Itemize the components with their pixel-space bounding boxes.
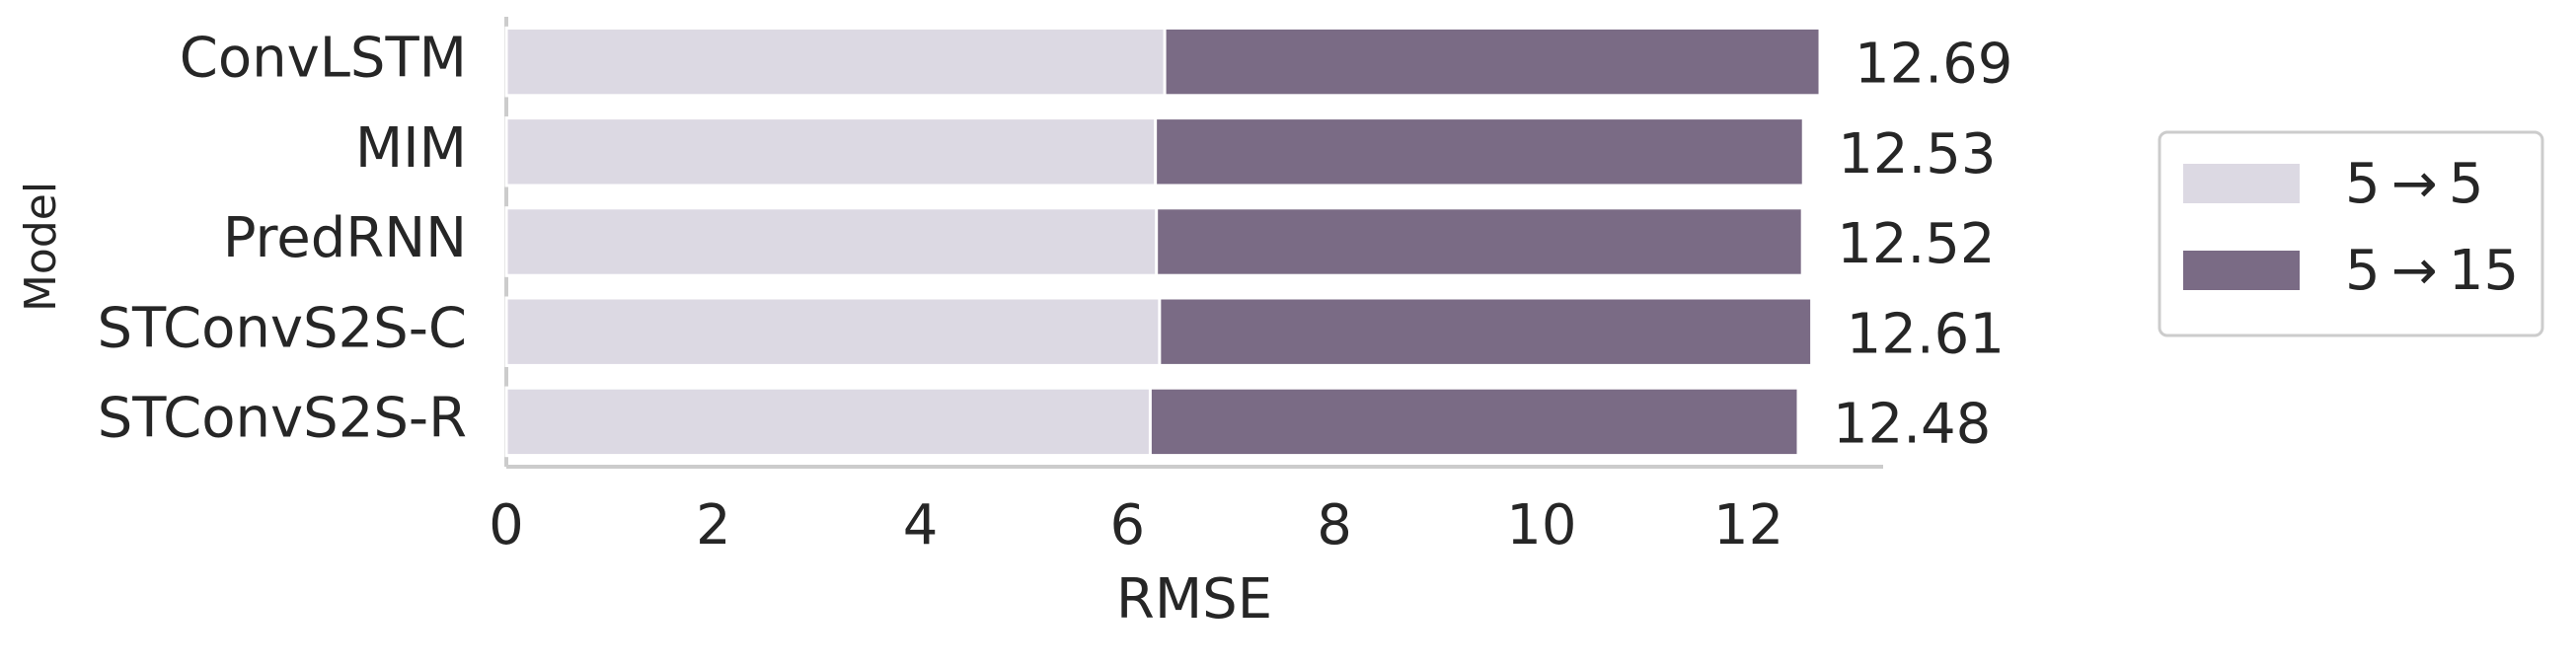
- bar: [504, 386, 1152, 458]
- value-label: 12.48: [1833, 393, 1991, 457]
- x-tick-label: 0: [489, 493, 524, 557]
- value-label: 12.69: [1855, 33, 2012, 97]
- legend-swatch: [2183, 164, 2300, 203]
- legend-label: 5 → 15: [2345, 239, 2519, 303]
- x-tick-label: 6: [1110, 493, 1146, 557]
- bar: [504, 296, 1162, 367]
- legend-label: 5 → 5: [2345, 152, 2484, 216]
- x-axis-label: RMSE: [1116, 567, 1272, 631]
- value-label: 12.53: [1838, 122, 1996, 186]
- y-tick-label: ConvLSTM: [180, 27, 467, 91]
- y-tick-label: STConvS2S-C: [98, 296, 468, 360]
- value-label: 12.61: [1847, 302, 2005, 366]
- value-label: 12.52: [1837, 212, 1995, 276]
- y-tick-label: MIM: [355, 116, 467, 181]
- bar: [504, 26, 1167, 98]
- y-axis-label: Model: [16, 182, 66, 312]
- y-tick-label: PredRNN: [223, 206, 467, 270]
- x-tick-label: 2: [696, 493, 731, 557]
- y-tick-label: STConvS2S-R: [98, 387, 467, 451]
- x-tick-label: 4: [903, 493, 939, 557]
- bar: [504, 206, 1159, 277]
- x-tick-label: 8: [1317, 493, 1352, 557]
- x-tick-label: 10: [1506, 493, 1576, 557]
- legend-swatch: [2183, 251, 2300, 290]
- x-tick-label: 12: [1713, 493, 1783, 557]
- bar: [504, 116, 1158, 187]
